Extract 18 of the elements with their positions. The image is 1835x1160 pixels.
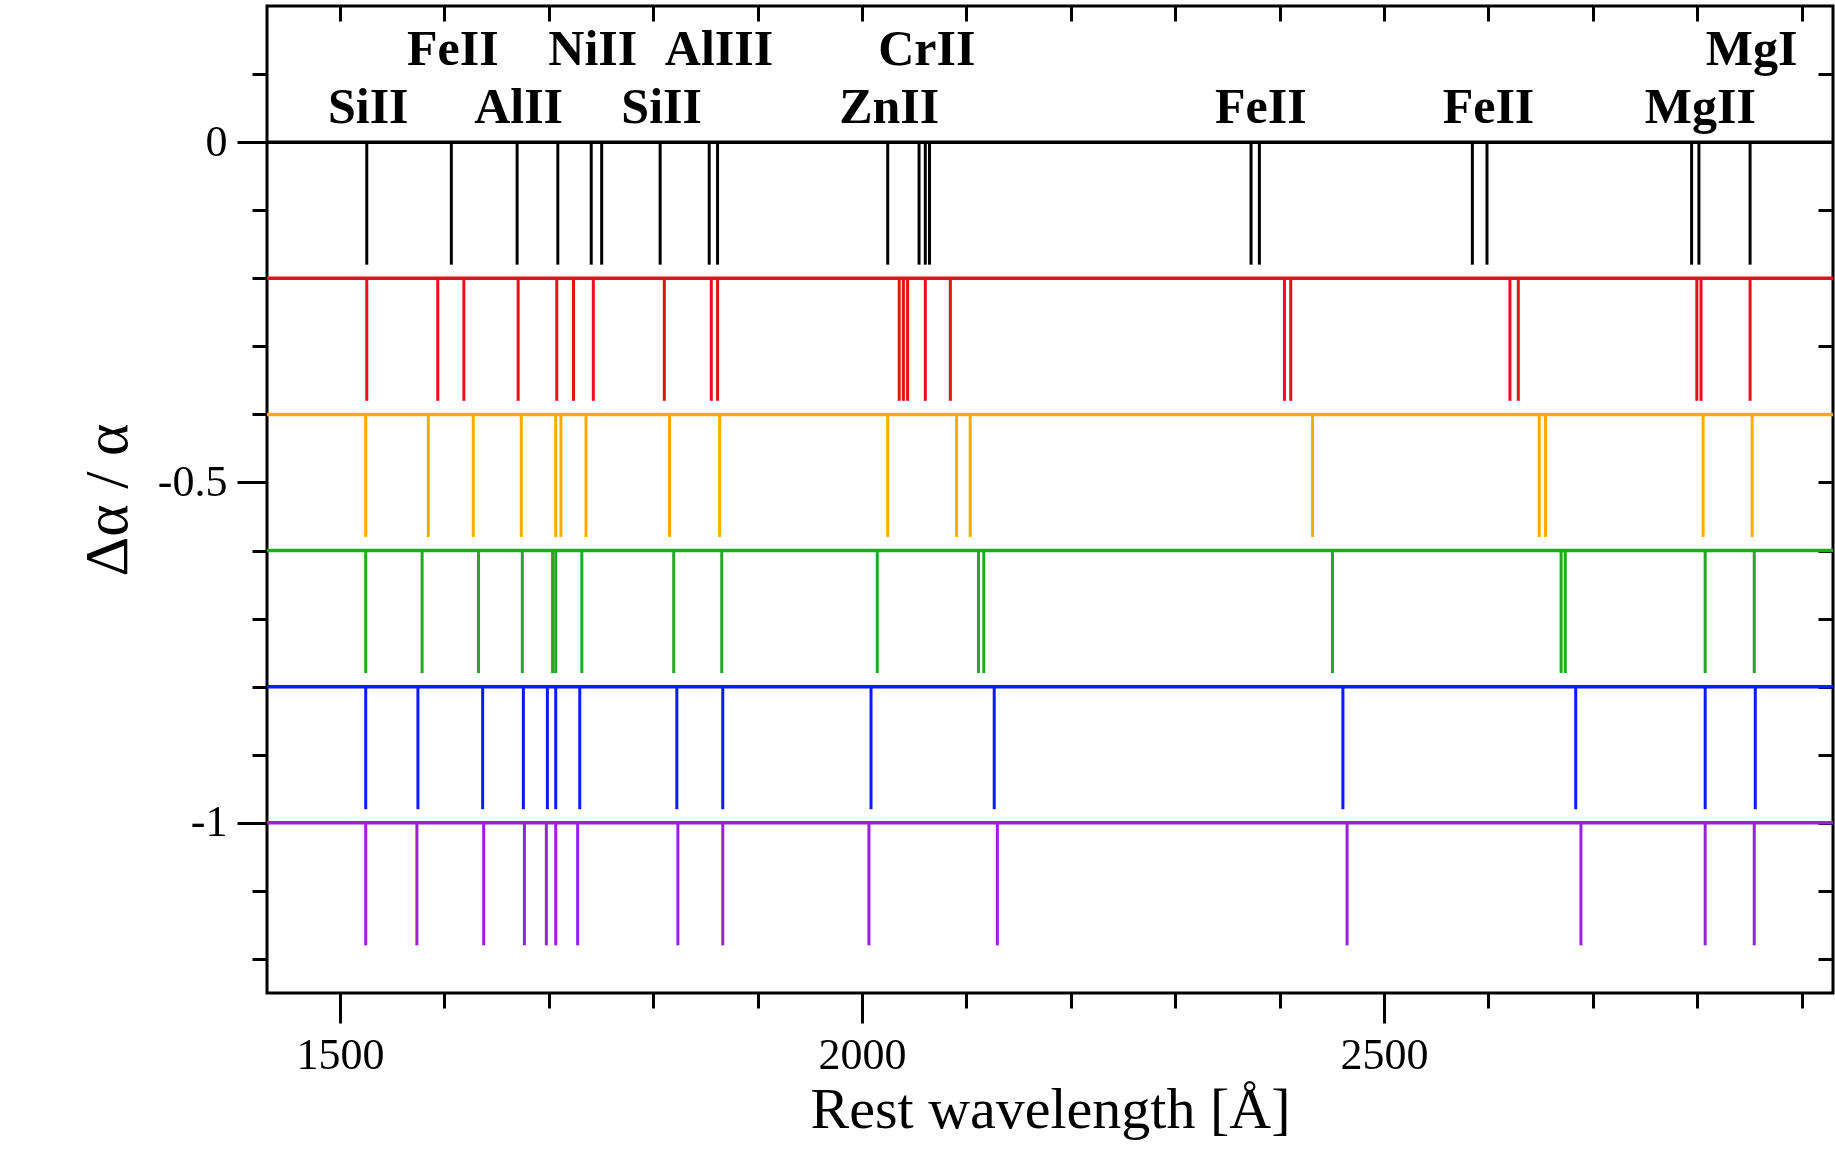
annotation: FeII — [1442, 78, 1535, 135]
annotation: MgI — [1705, 20, 1798, 77]
annotation: CrII — [878, 20, 976, 77]
y-tick-label: -1 — [190, 797, 228, 847]
annotation: ZnII — [839, 78, 940, 135]
y-tick-label: -0.5 — [157, 456, 228, 506]
annotation: FeII — [407, 20, 499, 77]
annotation: FeII — [1215, 78, 1307, 135]
y-axis-title: Δα / α — [71, 423, 140, 577]
annotation: NiII — [548, 20, 638, 77]
x-tick-label: 2500 — [1340, 1029, 1429, 1079]
annotation: SiII — [327, 78, 409, 135]
annotation: MgII — [1644, 78, 1756, 135]
y-tick-label: 0 — [205, 116, 228, 166]
x-tick-label: 1500 — [296, 1029, 385, 1079]
annotation: SiII — [621, 78, 702, 135]
annotation: AlIII — [664, 20, 774, 77]
annotation: AlII — [474, 78, 564, 135]
